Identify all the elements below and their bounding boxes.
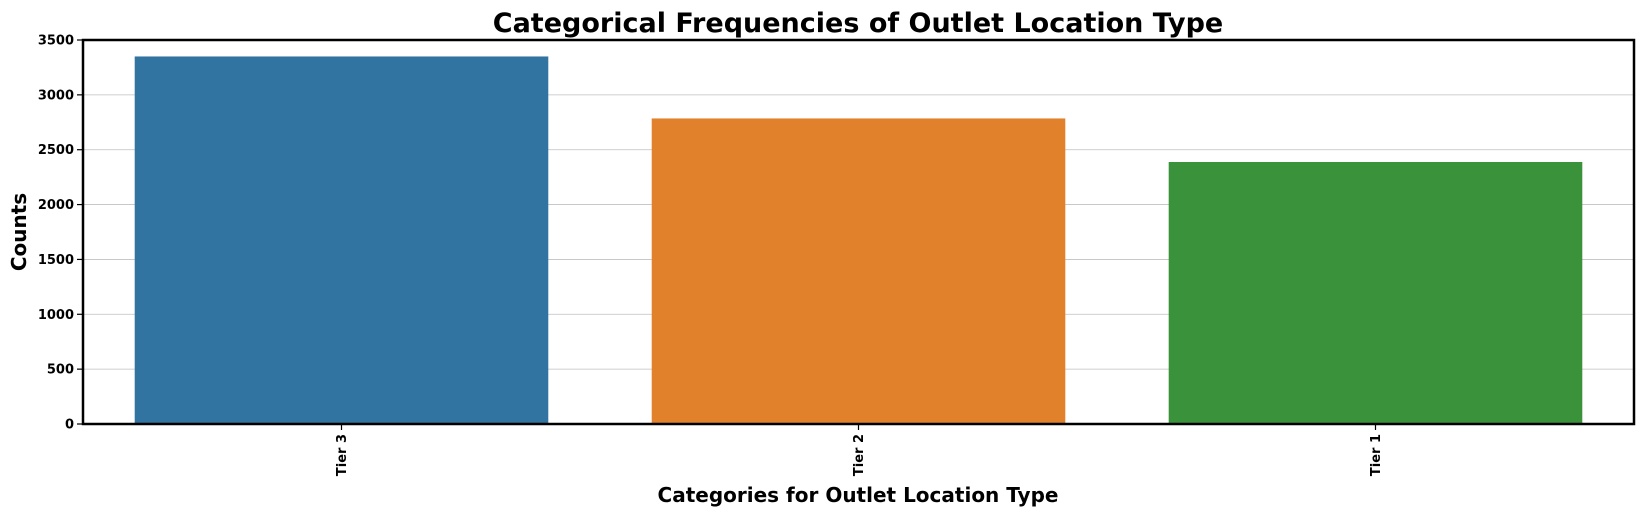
y-tick-label: 1500 [38,253,74,268]
y-axis-ticks: 0 500 1000 1500 2000 2500 3000 3500 [38,34,83,433]
y-tick-label: 2500 [38,143,74,158]
chart-title: Categorical Frequencies of Outlet Locati… [493,8,1223,39]
x-tick-label: Tier 3 [335,434,350,476]
x-axis-ticks: Tier 3 Tier 2 Tier 1 [335,424,1384,476]
x-axis-label: Categories for Outlet Location Type [658,483,1059,507]
bar-tier-1 [1168,162,1583,424]
bars [134,56,1583,425]
bar-tier-2 [651,118,1066,425]
y-tick-label: 0 [65,418,74,433]
y-tick-label: 3500 [38,34,74,49]
bar-tier-3 [134,56,549,424]
y-tick-label: 500 [47,363,74,378]
y-tick-label: 1000 [38,308,74,323]
x-tick-label: Tier 2 [852,434,867,476]
y-tick-label: 3000 [38,88,74,103]
x-tick-label: Tier 1 [1369,434,1384,476]
y-tick-label: 2000 [38,198,74,213]
y-axis-label: Counts [7,193,31,271]
